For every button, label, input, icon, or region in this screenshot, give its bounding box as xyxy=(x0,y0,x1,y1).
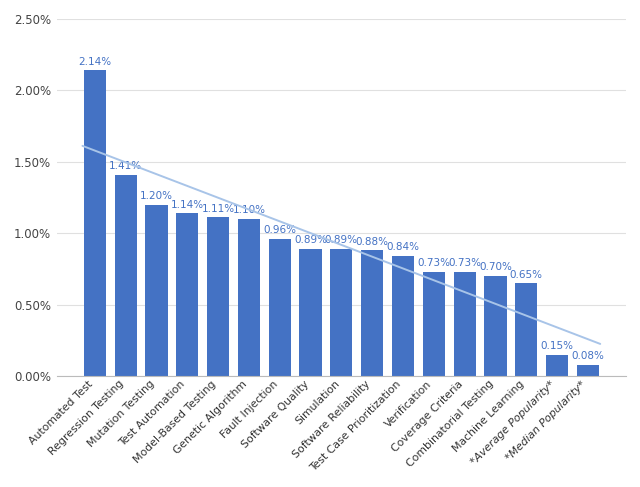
Bar xyxy=(176,213,198,376)
Bar xyxy=(300,249,322,376)
Text: 1.20%: 1.20% xyxy=(140,191,173,201)
Bar xyxy=(484,276,506,376)
Text: 0.65%: 0.65% xyxy=(509,269,543,280)
Text: 0.15%: 0.15% xyxy=(541,341,573,351)
Bar xyxy=(115,174,137,376)
Bar xyxy=(546,355,568,376)
Text: 0.73%: 0.73% xyxy=(448,258,481,268)
Text: 0.89%: 0.89% xyxy=(294,235,327,245)
Bar xyxy=(515,283,538,376)
Text: 0.89%: 0.89% xyxy=(325,235,358,245)
Bar xyxy=(145,205,168,376)
Bar xyxy=(422,272,445,376)
Text: 0.84%: 0.84% xyxy=(387,243,419,252)
Text: 1.14%: 1.14% xyxy=(171,200,204,209)
Text: 1.10%: 1.10% xyxy=(232,205,266,215)
Bar xyxy=(84,70,106,376)
Bar xyxy=(269,239,291,376)
Text: 0.73%: 0.73% xyxy=(417,258,451,268)
Text: 1.11%: 1.11% xyxy=(202,204,235,214)
Bar xyxy=(392,256,414,376)
Bar xyxy=(454,272,476,376)
Text: 0.08%: 0.08% xyxy=(572,351,604,361)
Text: 2.14%: 2.14% xyxy=(78,56,111,67)
Text: 0.96%: 0.96% xyxy=(263,225,296,235)
Bar xyxy=(238,219,260,376)
Bar xyxy=(361,250,383,376)
Bar xyxy=(577,364,599,376)
Text: 0.88%: 0.88% xyxy=(356,237,388,247)
Text: 1.41%: 1.41% xyxy=(109,161,142,171)
Bar xyxy=(207,217,229,376)
Text: 0.70%: 0.70% xyxy=(479,262,512,272)
Bar xyxy=(330,249,353,376)
